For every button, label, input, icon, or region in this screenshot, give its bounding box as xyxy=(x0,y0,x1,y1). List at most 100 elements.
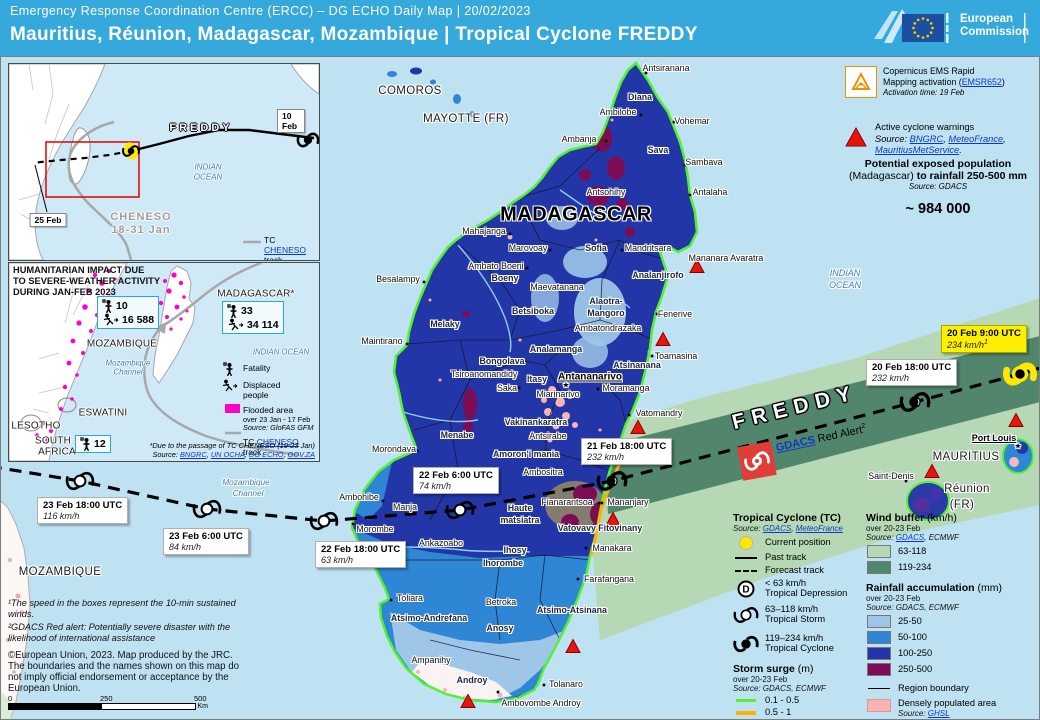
legend-row: Forecast track xyxy=(733,565,863,576)
ghsl-link[interactable]: GHSL xyxy=(927,708,950,718)
freddy-forecast-track-line xyxy=(32,149,132,165)
wind-buffer-row: 63-118 xyxy=(866,545,1038,558)
legend-row: 63–118 km/h Tropical Storm xyxy=(733,602,863,628)
gdacs-alert-icon xyxy=(737,441,777,481)
track-point-label: 23 Feb 6:00 UTC 84 km/h xyxy=(163,528,249,555)
city-dot xyxy=(415,449,419,453)
city-dot xyxy=(584,546,588,550)
scale-bar: 0 250 500 Km xyxy=(8,694,208,710)
reunion-island xyxy=(906,481,950,521)
city-dot xyxy=(496,690,500,694)
gdacs-link-2[interactable]: GDACS xyxy=(762,524,792,533)
forecast-track-icon xyxy=(735,569,757,572)
inset-cheneso-legend: TC CHENESO track xyxy=(264,235,307,261)
header-bar: Emergency Response Coordination Centre (… xyxy=(0,0,1040,56)
city-dot xyxy=(688,193,692,197)
city-dot xyxy=(389,598,393,602)
city-dot xyxy=(604,139,608,143)
rainfall-row: 50-100 xyxy=(866,631,1038,644)
city-dot xyxy=(597,501,601,505)
legend-row: Current position xyxy=(733,536,863,550)
tropical-cyclone-icon xyxy=(733,635,759,652)
city-dot xyxy=(650,354,654,358)
warning-triangle-icon xyxy=(845,126,867,147)
page-title: Mauritius, Réunion, Madagascar, Mozambiq… xyxy=(10,24,698,45)
copyright-note: ©European Union, 2023. Map produced by t… xyxy=(8,650,240,695)
marker-layer xyxy=(65,71,1034,708)
densely-populated-swatch xyxy=(866,698,892,712)
rainfall-row: 25-50 xyxy=(866,615,1038,628)
track-point-label: 20 Feb 18:00 UTC 232 km/h xyxy=(866,359,958,386)
legend-row: 119–234 km/h Tropical Cyclone xyxy=(733,631,863,657)
city-dot xyxy=(579,328,583,332)
comoros-islands xyxy=(387,67,475,117)
exposed-population-value: ~ 984 000 xyxy=(905,201,971,217)
storm-surge-row: 0.1 - 0.5 xyxy=(733,695,863,706)
city-dot xyxy=(542,683,546,687)
overview-track-inset: FREDDY 10 Feb 25 Feb CHENESO 18-31 Jan I… xyxy=(8,63,320,261)
city-dot xyxy=(381,499,385,503)
displaced-people-icon xyxy=(103,313,119,326)
city-dot xyxy=(525,266,529,270)
logo-ribbon-icon xyxy=(874,11,898,39)
city-dot xyxy=(639,113,643,117)
storm-surge-low-coastline xyxy=(350,61,699,704)
inset-freddy-label: FREDDY xyxy=(169,122,233,134)
bngrc-link[interactable]: BNGRC xyxy=(909,133,944,144)
track-point-label: 22 Feb 18:00 UTC 63 km/h xyxy=(315,541,407,568)
city-dot xyxy=(683,163,687,167)
cheneso-link[interactable]: CHENESO xyxy=(264,245,307,256)
city-dot xyxy=(422,280,426,284)
city-dot xyxy=(627,413,631,417)
emsr652-link[interactable]: EMSR652 xyxy=(961,76,1002,87)
humanitarian-impact-inset: HUMANITARIAN IMPACT DUE TO SEVERE-WEATHER… xyxy=(8,262,320,462)
logo-text: European xyxy=(960,13,1014,25)
humanitarian-footnote: *Due to the passage of TC CHENESO (19-23… xyxy=(149,441,315,459)
legend-tropical-cyclone: Tropical Cyclone (TC) Source: GDACS, Met… xyxy=(733,512,863,718)
tropical-storm-icon xyxy=(733,606,759,623)
inset-10feb-label: 10 Feb xyxy=(277,109,305,133)
fatality-icon xyxy=(102,299,112,313)
city-dot xyxy=(508,232,512,236)
footnote-1: ¹The speed in the boxes represent the 10… xyxy=(8,598,246,695)
copernicus-activation: Copernicus EMS Rapid Mapping activation … xyxy=(845,66,1035,98)
header-subtitle: Emergency Response Coordination Centre (… xyxy=(10,4,531,18)
south-africa-impact-box: 12 xyxy=(75,435,111,453)
region-boundary-icon xyxy=(866,688,892,690)
city-dot xyxy=(351,522,355,526)
meteofrance-link-2[interactable]: MeteoFrance xyxy=(795,524,843,533)
legend-row: Past track xyxy=(733,552,863,563)
city-dot xyxy=(596,387,600,391)
cheneso-link-2[interactable]: CHENESO xyxy=(256,436,299,447)
svg-text:D: D xyxy=(742,584,749,595)
mozambique-impact-box: 10 16 588 xyxy=(97,296,160,329)
city-dot xyxy=(644,71,648,75)
main-map-extent-rect xyxy=(45,141,140,198)
city-dot xyxy=(517,386,521,390)
tropical-depression-icon: D xyxy=(737,580,755,597)
storm-surge-row: 0.5 - 1 xyxy=(733,707,863,718)
mozambique-coast xyxy=(0,499,31,720)
humanitarian-legend: Fatality Displaced people Flooded area o… xyxy=(222,361,313,457)
legend-row: D < 63 km/h Tropical Depression xyxy=(733,578,863,599)
mauritius-met-link[interactable]: MauritiusMetService xyxy=(875,145,960,156)
rainfall-row: 100-250 xyxy=(866,647,1038,660)
city-dot xyxy=(904,479,908,483)
city-dot xyxy=(548,248,552,252)
city-dot xyxy=(672,120,676,124)
cheneso-track-line xyxy=(67,120,133,260)
wind-buffer-row: 119-234 xyxy=(866,561,1038,574)
city-dot xyxy=(655,312,659,316)
madagascar-impact-box: 33 34 114 xyxy=(222,301,284,334)
current-position-icon xyxy=(739,536,753,550)
gdacs-link-3[interactable]: GDACS xyxy=(895,533,925,542)
inset-25feb-label: 25 Feb xyxy=(29,213,67,227)
active-warnings-note: Active cyclone warnings Source: BNGRC, M… xyxy=(845,122,1040,157)
city-dot xyxy=(620,248,624,252)
meteofrance-link[interactable]: MeteoFrance xyxy=(948,133,1004,144)
mauritius-island xyxy=(1002,438,1034,474)
rainfall-row: 250-500 xyxy=(866,663,1038,676)
eu-stars-icon xyxy=(912,17,934,39)
track-point-label: 20 Feb 9:00 UTC 234 km/h1 xyxy=(941,325,1027,353)
